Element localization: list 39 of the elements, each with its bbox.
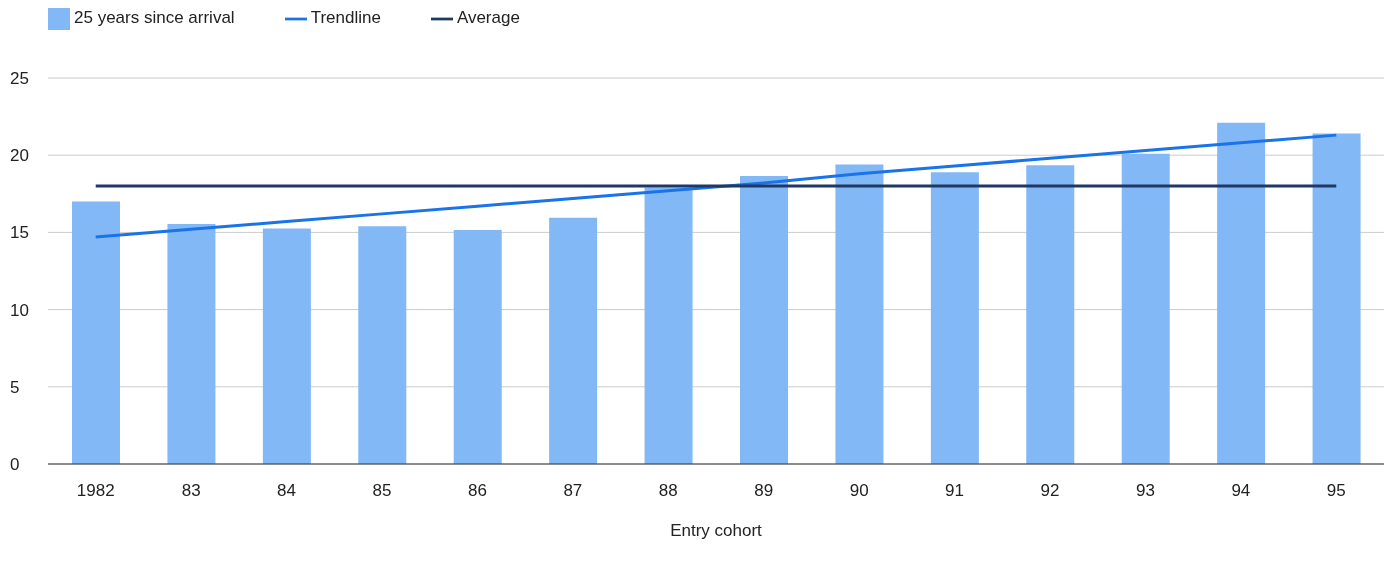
- y-tick-label: 10: [10, 300, 29, 320]
- bar: [262, 228, 311, 464]
- x-tick-label: 88: [658, 481, 678, 501]
- bar: [1026, 165, 1075, 464]
- y-tick-label: 20: [10, 146, 29, 166]
- bar: [72, 201, 120, 464]
- bar: [358, 226, 407, 464]
- x-tick-label: 90: [849, 481, 869, 501]
- bar: [1312, 133, 1361, 464]
- y-tick-label: 15: [10, 223, 29, 243]
- legend-label: Trendline: [310, 8, 381, 28]
- x-tick-label: 1982: [76, 481, 115, 501]
- x-tick-label: 93: [1135, 481, 1155, 501]
- x-tick-label: 91: [945, 481, 965, 501]
- bar: [453, 230, 502, 464]
- bar: [167, 223, 216, 464]
- x-tick-label: 85: [372, 481, 392, 501]
- x-tick-label: 83: [181, 481, 201, 501]
- x-tick-label: 95: [1326, 481, 1346, 501]
- y-tick-label: 5: [10, 377, 20, 397]
- bar: [549, 217, 598, 464]
- bar: [1121, 153, 1170, 464]
- legend-label: 25 years since arrival: [74, 8, 235, 28]
- bar: [835, 164, 884, 464]
- bar: [930, 172, 979, 464]
- bar: [740, 176, 788, 464]
- x-axis-title: Entry cohort: [670, 521, 763, 540]
- bar: [1217, 122, 1266, 464]
- x-tick-label: 87: [563, 481, 583, 501]
- x-tick-label: 84: [277, 481, 297, 501]
- y-tick-label: 0: [10, 455, 20, 475]
- x-tick-label: 92: [1040, 481, 1060, 501]
- y-tick-label: 25: [10, 69, 29, 89]
- x-tick-label: 86: [467, 481, 487, 501]
- line-series: [94, 133, 1338, 239]
- bar: [644, 187, 693, 464]
- legend-label: Average: [456, 8, 520, 28]
- x-tick-label: 89: [754, 481, 774, 501]
- x-tick-label: 94: [1231, 481, 1251, 501]
